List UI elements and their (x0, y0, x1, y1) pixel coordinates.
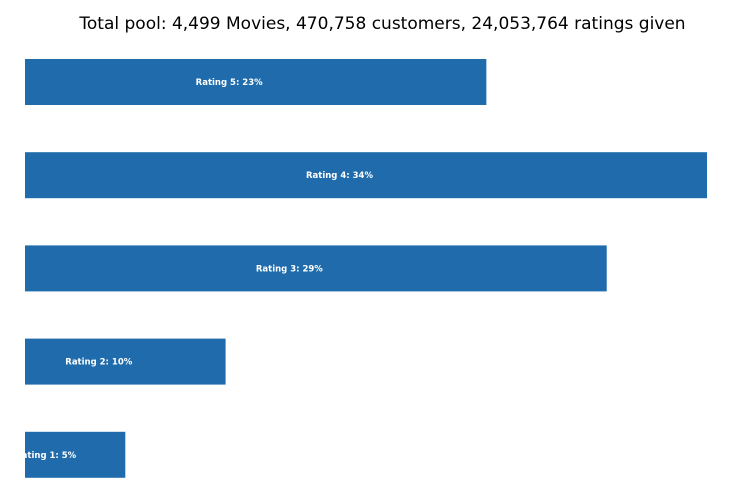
bar-rating-1 (25, 431, 126, 478)
bars-group: Rating 5: 23% Rating 4: 34% Rating 3: 29% R… (15, 59, 707, 478)
bar-label-rating-4: Rating 4: 34% (306, 171, 373, 181)
bar-label-rating-5: Rating 5: 23% (196, 78, 263, 88)
bar-rating-2 (25, 338, 226, 385)
bar-label-rating-3: Rating 3: 29% (256, 264, 323, 274)
bar-label-rating-2: Rating 2: 10% (65, 358, 132, 368)
bar-rating-5 (25, 59, 487, 105)
bar-label-rating-1: Rating 1: 5% (15, 451, 77, 461)
chart-title: Total pool: 4,499 Movies, 470,758 custom… (79, 14, 686, 34)
bar-rating-3 (25, 245, 607, 292)
bar-rating-4 (25, 152, 707, 199)
